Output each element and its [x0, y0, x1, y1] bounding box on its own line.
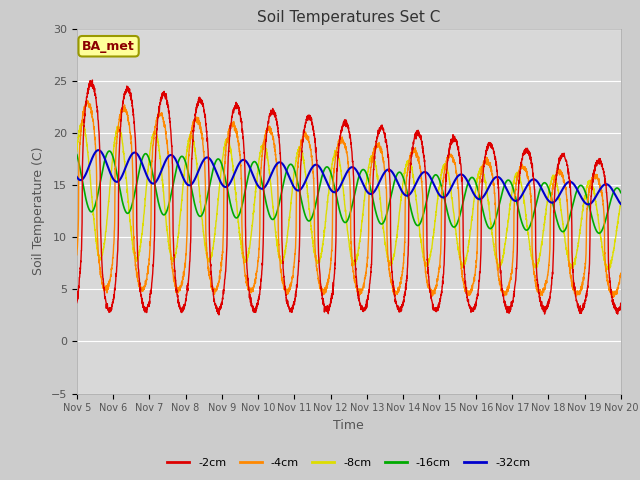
Text: BA_met: BA_met: [82, 40, 135, 53]
X-axis label: Time: Time: [333, 419, 364, 432]
Legend: -2cm, -4cm, -8cm, -16cm, -32cm: -2cm, -4cm, -8cm, -16cm, -32cm: [163, 454, 535, 473]
Title: Soil Temperatures Set C: Soil Temperatures Set C: [257, 10, 440, 25]
Y-axis label: Soil Temperature (C): Soil Temperature (C): [32, 147, 45, 276]
